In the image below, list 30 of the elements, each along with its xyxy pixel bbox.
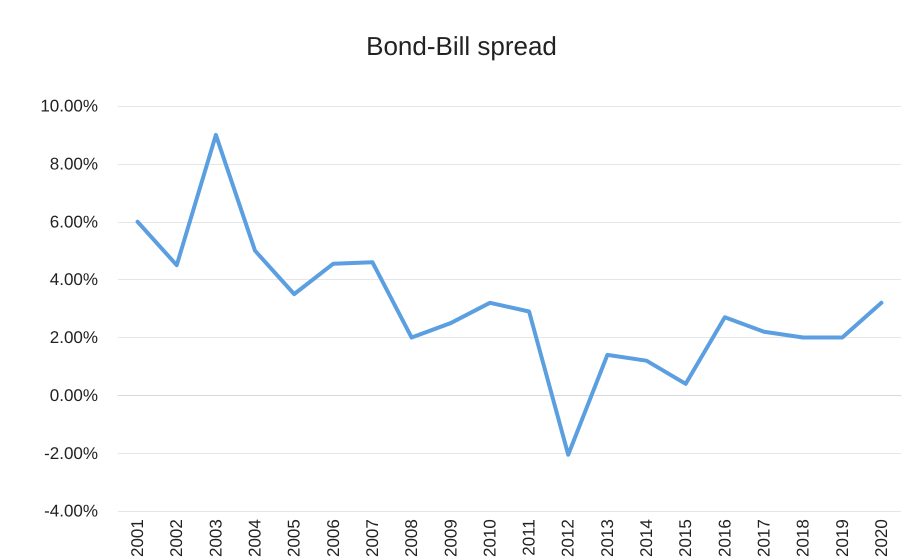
x-tick-label: 2001 [128, 519, 148, 558]
x-tick-label: 2002 [167, 519, 186, 558]
x-tick-label: 2009 [441, 519, 460, 558]
x-tick-label: 2008 [402, 519, 422, 558]
y-tick-label: -2.00% [44, 444, 98, 463]
x-tick-label: 2013 [598, 519, 617, 558]
y-tick-label: 0.00% [50, 386, 98, 405]
x-tick-label: 2018 [794, 519, 813, 558]
x-tick-label: 2017 [754, 519, 774, 558]
x-tick-label: 2011 [520, 519, 539, 556]
y-tick-label: 6.00% [50, 212, 98, 232]
y-tick-label: 2.00% [50, 328, 98, 348]
x-tick-label: 2010 [480, 519, 500, 558]
x-tick-label: 2006 [324, 519, 343, 558]
y-tick-label: 8.00% [50, 154, 98, 174]
x-tick-label: 2019 [832, 519, 852, 558]
y-tick-label: 10.00% [40, 96, 98, 116]
x-tick-label: 2015 [676, 519, 696, 558]
x-tick-label: 2012 [558, 519, 578, 558]
x-tick-label: 2014 [637, 519, 656, 558]
x-tick-label: 2020 [872, 519, 891, 558]
x-tick-label: 2003 [206, 519, 226, 558]
x-tick-label: 2005 [284, 519, 304, 558]
x-tick-label: 2016 [715, 519, 734, 558]
x-tick-label: 2004 [246, 519, 265, 558]
y-tick-label: 4.00% [50, 270, 98, 290]
x-tick-label: 2007 [362, 519, 382, 558]
line-series [136, 132, 884, 457]
chart-title: Bond-Bill spread [366, 31, 557, 61]
y-tick-label: -4.00% [44, 502, 98, 521]
